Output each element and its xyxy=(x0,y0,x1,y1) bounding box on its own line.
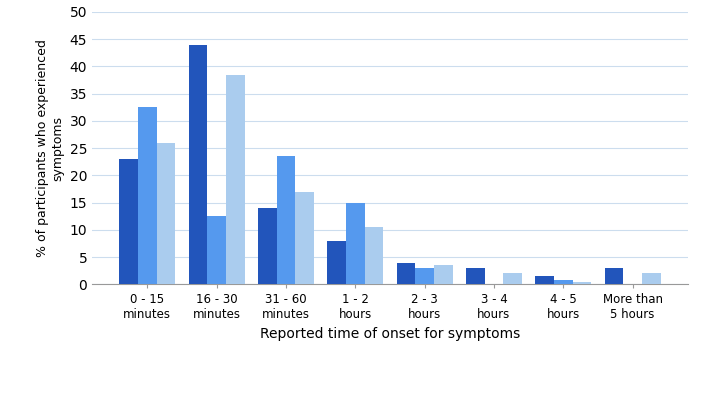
Bar xyxy=(157,143,175,284)
Bar xyxy=(535,276,554,284)
Bar xyxy=(642,273,661,284)
Bar xyxy=(503,273,522,284)
Bar xyxy=(119,159,138,284)
Bar xyxy=(258,208,277,284)
Bar xyxy=(226,75,245,284)
Bar xyxy=(328,241,346,284)
X-axis label: Reported time of onset for symptoms: Reported time of onset for symptoms xyxy=(259,327,520,341)
Bar xyxy=(364,227,384,284)
Bar xyxy=(415,268,434,284)
Y-axis label: % of participants who experienced
symptoms: % of participants who experienced sympto… xyxy=(36,39,64,257)
Bar xyxy=(554,280,573,284)
Bar xyxy=(189,45,207,284)
Bar xyxy=(466,268,484,284)
Bar xyxy=(605,268,623,284)
Bar xyxy=(277,156,296,284)
Bar xyxy=(296,192,314,284)
Bar xyxy=(434,265,452,284)
Bar xyxy=(396,263,415,284)
Bar xyxy=(573,282,591,284)
Bar xyxy=(346,203,364,284)
Bar xyxy=(207,216,226,284)
Bar xyxy=(138,107,157,284)
